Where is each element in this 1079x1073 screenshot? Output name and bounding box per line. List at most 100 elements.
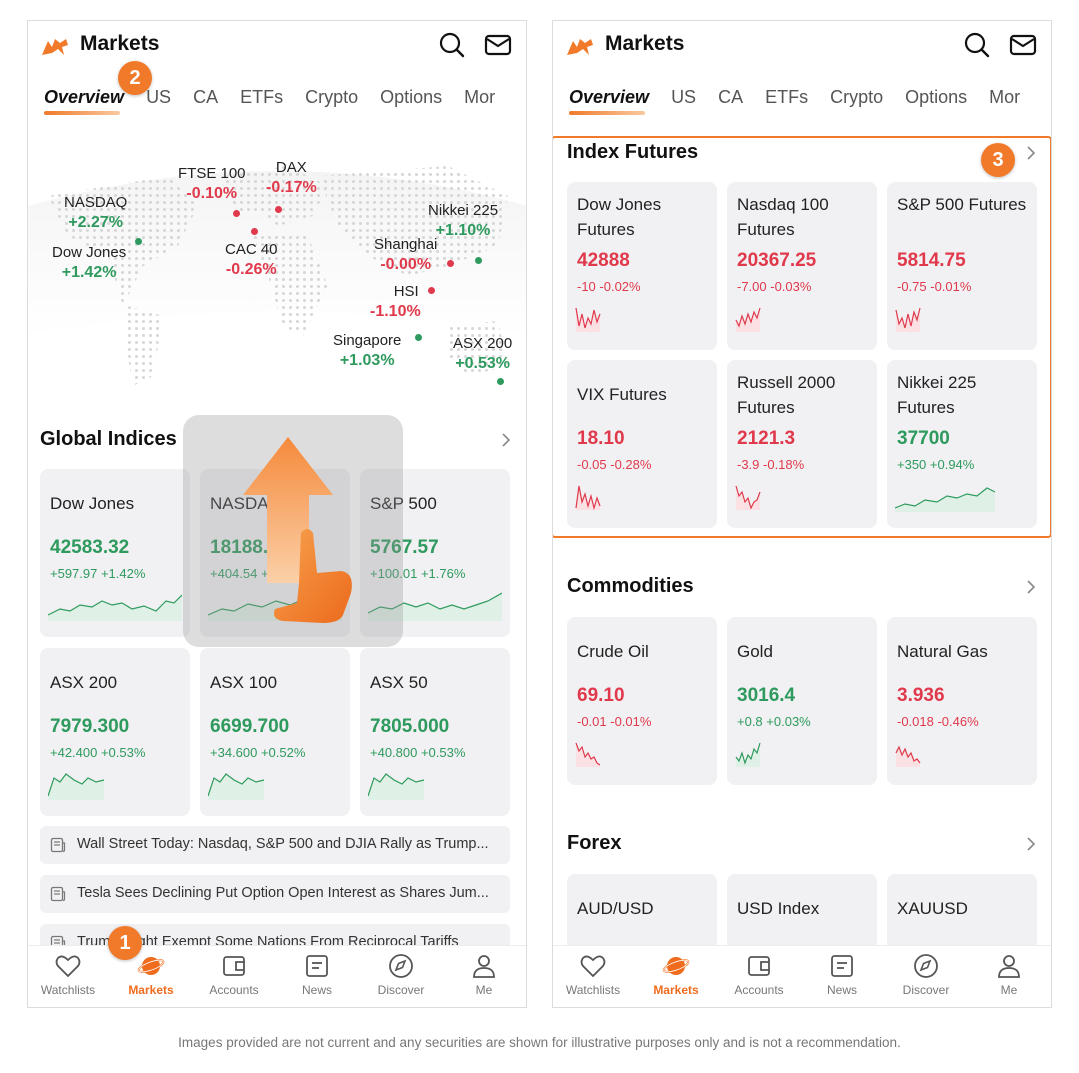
step-badge-2: 2 <box>118 61 152 95</box>
sparkline-chart <box>48 773 105 800</box>
news-item[interactable]: Wall Street Today: Nasdaq, S&P 500 and D… <box>40 826 510 864</box>
map-dot-ftse-100 <box>233 210 240 217</box>
tab-overview[interactable]: Overview <box>569 87 650 115</box>
index-card-asx-50[interactable]: ASX 50 7805.000 +40.800 +0.53% <box>360 648 510 816</box>
sparkline-chart <box>575 742 601 767</box>
nav-watchlists[interactable]: Watchlists <box>553 952 633 997</box>
map-index-hsi[interactable]: HSI -1.10% <box>370 283 421 320</box>
sparkline-chart <box>895 745 921 767</box>
search-icon[interactable] <box>963 31 991 59</box>
world-market-map[interactable]: NASDAQ +2.27% Dow Jones +1.42% FTSE 100 … <box>28 136 526 406</box>
tab-ca[interactable]: CA <box>718 87 744 107</box>
tab-etfs[interactable]: ETFs <box>765 87 809 107</box>
map-index-dow-jones[interactable]: Dow Jones +1.42% <box>52 244 127 281</box>
tab-etfs[interactable]: ETFs <box>240 87 284 107</box>
commodity-card-natural-gas[interactable]: Natural Gas 3.936 -0.018 -0.46% <box>887 617 1037 785</box>
bottom-navigation: Watchlists Markets Accounts News Discove… <box>28 945 526 1007</box>
article-icon <box>50 837 66 853</box>
map-dot-nasdaq <box>135 238 142 245</box>
newspaper-icon <box>831 955 853 977</box>
commodity-card-crude-oil[interactable]: Crude Oil 69.10 -0.01 -0.01% <box>567 617 717 785</box>
tab-crypto[interactable]: Crypto <box>830 87 884 107</box>
tab-us[interactable]: US <box>146 87 172 107</box>
top-bar: Markets <box>553 21 1051 69</box>
sparkline-chart <box>575 485 601 510</box>
tab-ca[interactable]: CA <box>193 87 219 107</box>
tab-more[interactable]: Mor <box>989 87 1021 107</box>
nav-discover[interactable]: Discover <box>361 952 441 997</box>
tab-overview[interactable]: Overview <box>44 87 125 115</box>
tab-crypto[interactable]: Crypto <box>305 87 359 107</box>
top-bar: Markets <box>28 21 526 69</box>
chevron-right-icon[interactable] <box>500 432 512 448</box>
map-index-dax[interactable]: DAX -0.17% <box>266 159 317 196</box>
index-futures-title: Index Futures <box>567 141 699 163</box>
tab-us[interactable]: US <box>671 87 697 107</box>
nav-markets[interactable]: Markets <box>636 952 716 997</box>
sparkline-chart <box>895 487 995 512</box>
chevron-right-icon[interactable] <box>1025 579 1037 595</box>
bottom-navigation: Watchlists Markets Accounts News Discove… <box>553 945 1051 1007</box>
index-card-asx-200[interactable]: ASX 200 7979.300 +42.400 +0.53% <box>40 648 190 816</box>
futures-card-russell-2000[interactable]: Russell 2000 Futures 2121.3 -3.9 -0.18% <box>727 360 877 528</box>
futures-card-nikkei-225[interactable]: Nikkei 225 Futures 37700 +350 +0.94% <box>887 360 1037 528</box>
wallet-icon <box>223 956 245 976</box>
app-title: Markets <box>80 32 160 55</box>
tab-options[interactable]: Options <box>380 87 443 107</box>
index-card-sp-500[interactable]: S&P 500 5767.57 +100.01 +1.76% <box>360 469 510 637</box>
nav-accounts[interactable]: Accounts <box>719 952 799 997</box>
tab-more[interactable]: Mor <box>464 87 496 107</box>
chevron-right-icon[interactable] <box>1025 836 1037 852</box>
map-dot-hsi <box>428 287 435 294</box>
map-dot-nikkei-225 <box>475 257 482 264</box>
nav-me[interactable]: Me <box>444 952 524 997</box>
bull-logo-icon <box>42 39 68 55</box>
sparkline-chart <box>735 307 761 332</box>
index-card-asx-100[interactable]: ASX 100 6699.700 +34.600 +0.52% <box>200 648 350 816</box>
sparkline-chart <box>368 773 425 800</box>
chevron-right-icon[interactable] <box>1025 145 1037 161</box>
app-title: Markets <box>605 32 685 55</box>
sparkline-chart <box>368 592 502 621</box>
sparkline-chart <box>208 773 265 800</box>
index-futures-highlight <box>553 136 1051 538</box>
sparkline-chart <box>735 485 761 510</box>
sparkline-chart <box>735 742 761 767</box>
nav-me[interactable]: Me <box>969 952 1049 997</box>
map-index-asx-200[interactable]: ASX 200 +0.53% <box>453 335 513 372</box>
map-index-nikkei-225[interactable]: Nikkei 225 +1.10% <box>428 202 499 239</box>
map-index-shanghai[interactable]: Shanghai -0.00% <box>374 236 438 273</box>
map-index-nasdaq[interactable]: NASDAQ +2.27% <box>64 194 128 231</box>
markets-overview-screen: Markets Overview US CA ETFs Crypto Options Mor… <box>27 20 527 1008</box>
futures-card-dow-jones[interactable]: Dow Jones Futures 42888 -10 -0.02% <box>567 182 717 350</box>
mail-icon[interactable] <box>484 31 512 59</box>
nav-markets[interactable]: Markets <box>111 952 191 997</box>
futures-card-sp-500[interactable]: S&P 500 Futures 5814.75 -0.75 -0.01% <box>887 182 1037 350</box>
markets-futures-screen: Markets Overview US CA ETFs Crypto Options Mor… <box>552 20 1052 1008</box>
map-index-cac-40[interactable]: CAC 40 -0.26% <box>225 241 278 278</box>
map-index-ftse-100[interactable]: FTSE 100 -0.10% <box>178 165 246 202</box>
forex-title: Forex <box>567 832 622 854</box>
index-card-dow-jones[interactable]: Dow Jones 42583.32 +597.97 +1.42% <box>40 469 190 637</box>
disclaimer-text: Images provided are not current and any … <box>178 1035 901 1050</box>
mail-icon[interactable] <box>1009 31 1037 59</box>
tab-options[interactable]: Options <box>905 87 968 107</box>
futures-card-nasdaq-100[interactable]: Nasdaq 100 Futures 20367.25 -7.00 -0.03% <box>727 182 877 350</box>
nav-news[interactable]: News <box>277 952 357 997</box>
nav-accounts[interactable]: Accounts <box>194 952 274 997</box>
nav-news[interactable]: News <box>802 952 882 997</box>
commodity-card-gold[interactable]: Gold 3016.4 +0.8 +0.03% <box>727 617 877 785</box>
nav-watchlists[interactable]: Watchlists <box>28 952 108 997</box>
search-icon[interactable] <box>438 31 466 59</box>
map-dot-cac-40 <box>251 228 258 235</box>
planet-icon <box>662 957 690 975</box>
map-index-singapore[interactable]: Singapore +1.03% <box>333 332 402 369</box>
nav-discover[interactable]: Discover <box>886 952 966 997</box>
futures-card-vix[interactable]: VIX Futures 18.10 -0.05 -0.28% <box>567 360 717 528</box>
heart-icon <box>55 955 81 978</box>
map-dot-shanghai <box>447 260 454 267</box>
map-dot-dax <box>275 206 282 213</box>
news-item[interactable]: Tesla Sees Declining Put Option Open Int… <box>40 875 510 913</box>
bull-logo-icon <box>567 39 593 55</box>
compass-icon <box>389 954 413 978</box>
